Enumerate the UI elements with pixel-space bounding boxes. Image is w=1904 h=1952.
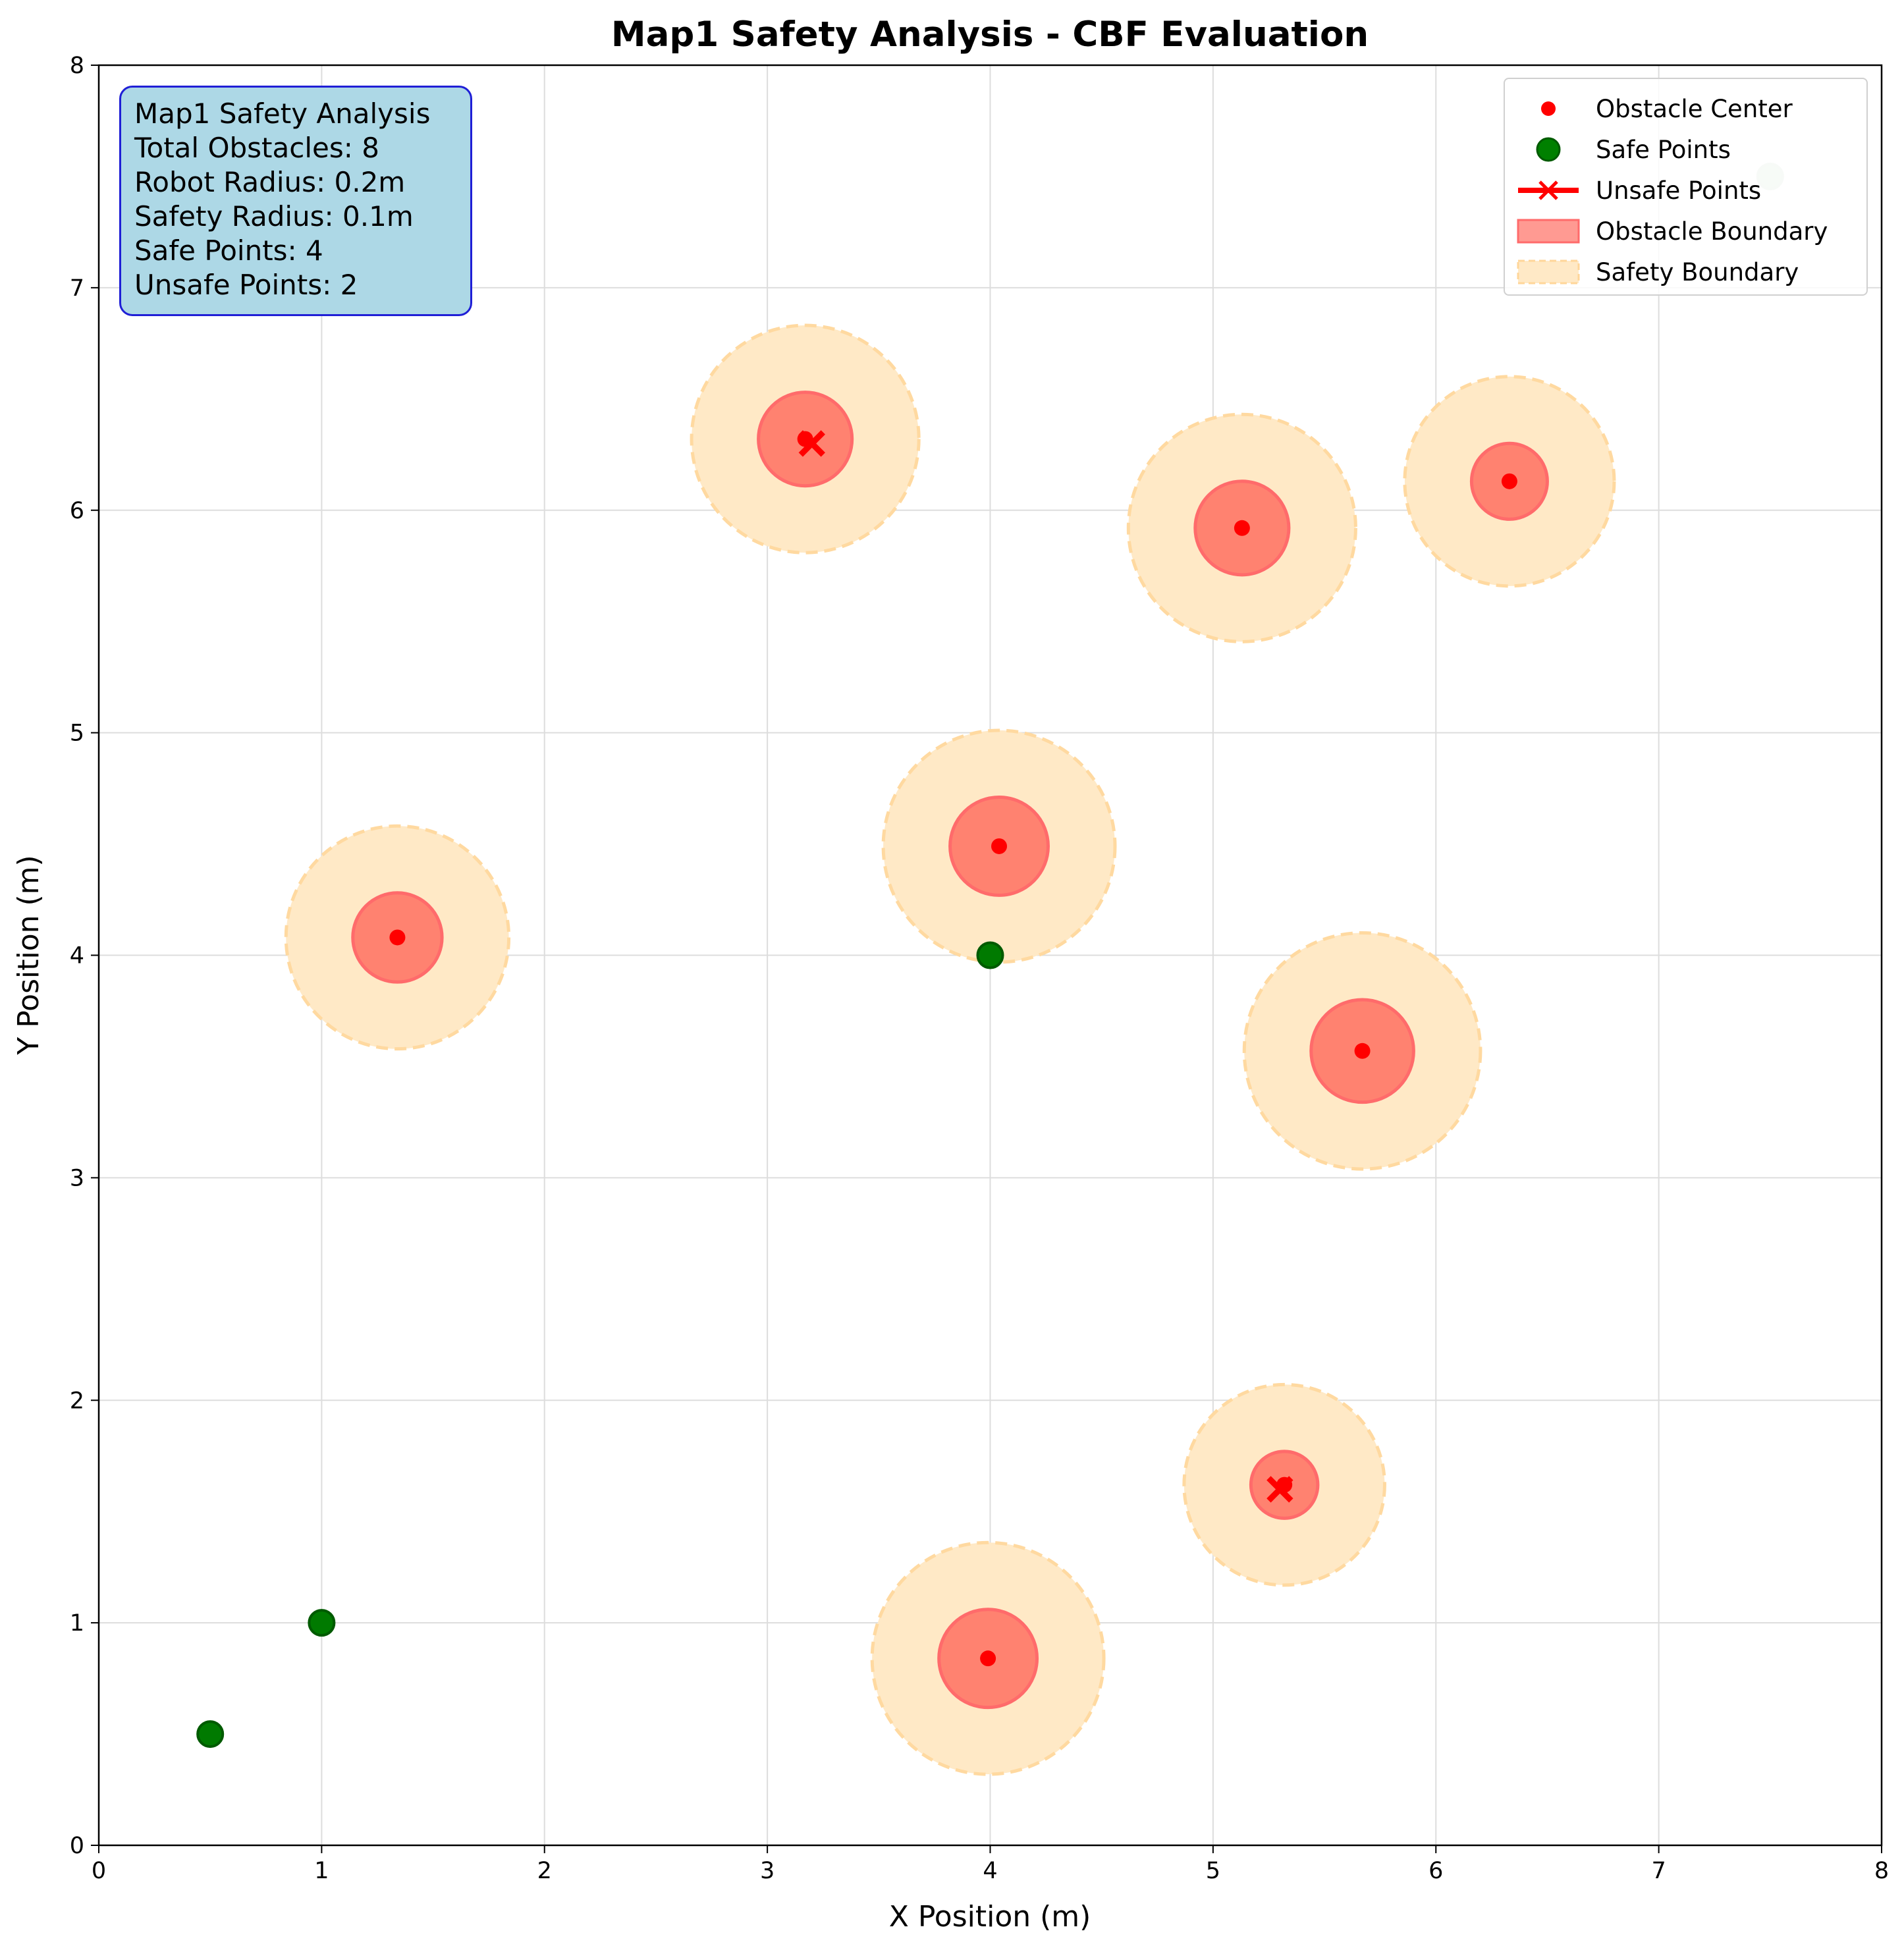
x-tick-label: 0	[92, 1858, 106, 1884]
x-tick-label: 6	[1428, 1858, 1443, 1884]
x-tick-label: 3	[760, 1858, 775, 1884]
obstacle-center-point	[1234, 520, 1250, 536]
safety-boundary-swatch-icon	[1517, 259, 1580, 285]
y-tick-label: 3	[70, 1165, 84, 1191]
y-tick-label: 5	[70, 720, 84, 747]
x-tick-label: 4	[983, 1858, 997, 1884]
info-box: Map1 Safety Analysis Total Obstacles: 8 …	[119, 86, 472, 316]
obstacle-center-point	[991, 838, 1008, 854]
obstacle-center-point	[389, 929, 406, 946]
y-tick-label: 1	[70, 1610, 84, 1637]
safe-point-marker	[196, 1720, 225, 1749]
y-tick-label: 7	[70, 275, 84, 302]
legend-label: Safety Boundary	[1596, 258, 1799, 286]
info-line-unsafe-points: Unsafe Points: 2	[134, 269, 358, 301]
legend-label: Obstacle Boundary	[1596, 217, 1828, 246]
safe-point-marker-icon	[1536, 137, 1561, 162]
legend: Obstacle Center Safe Points Unsafe Point…	[1504, 78, 1868, 296]
legend-item-obstacle-boundary: Obstacle Boundary	[1515, 211, 1856, 252]
obstacle-center-point	[1501, 473, 1517, 489]
legend-label: Safe Points	[1596, 135, 1731, 164]
legend-item-obstacle-center: Obstacle Center	[1515, 88, 1856, 129]
info-line-title: Map1 Safety Analysis	[134, 97, 431, 130]
obstacle-center-point	[1354, 1043, 1371, 1059]
chart-title: Map1 Safety Analysis - CBF Evaluation	[611, 14, 1369, 55]
x-axis-title: X Position (m)	[889, 1900, 1091, 1934]
obstacle-center-point	[980, 1650, 996, 1667]
obstacle-boundary-swatch-icon	[1517, 219, 1580, 244]
data-layer	[196, 162, 1784, 1776]
info-line-safe-points: Safe Points: 4	[134, 234, 323, 267]
y-axis-title: Y Position (m)	[12, 855, 45, 1055]
safe-point-marker	[308, 1609, 336, 1637]
x-tick-label: 5	[1206, 1858, 1220, 1884]
x-tick-label: 8	[1874, 1858, 1889, 1884]
info-line-total-obstacles: Total Obstacles: 8	[134, 132, 379, 164]
legend-item-safe-points: Safe Points	[1515, 129, 1856, 170]
x-tick-label: 1	[314, 1858, 329, 1884]
x-tick-label: 2	[537, 1858, 552, 1884]
x-tick-label: 7	[1651, 1858, 1666, 1884]
unsafe-point-marker-icon	[1518, 180, 1579, 200]
y-tick-label: 2	[70, 1388, 84, 1414]
unsafe-point-marker-stroke-b	[798, 430, 825, 457]
safe-point-marker	[976, 941, 1004, 969]
info-line-safety-radius: Safety Radius: 0.1m	[134, 200, 414, 232]
info-line-robot-radius: Robot Radius: 0.2m	[134, 166, 406, 198]
legend-item-unsafe-points: Unsafe Points	[1515, 170, 1856, 211]
legend-item-safety-boundary: Safety Boundary	[1515, 252, 1856, 292]
y-tick-label: 0	[70, 1833, 84, 1859]
y-tick-label: 4	[70, 943, 84, 969]
obstacle-center-marker-icon	[1541, 101, 1556, 116]
ticks: 0 1 2 3 4 5 6 7 8 0 1 2 3 4 5 6 7 8	[70, 53, 1889, 1884]
legend-label: Unsafe Points	[1596, 176, 1762, 205]
y-tick-label: 8	[70, 53, 84, 79]
y-tick-label: 6	[70, 498, 84, 524]
legend-label: Obstacle Center	[1596, 94, 1793, 123]
unsafe-point-marker-stroke-b	[1266, 1476, 1293, 1503]
